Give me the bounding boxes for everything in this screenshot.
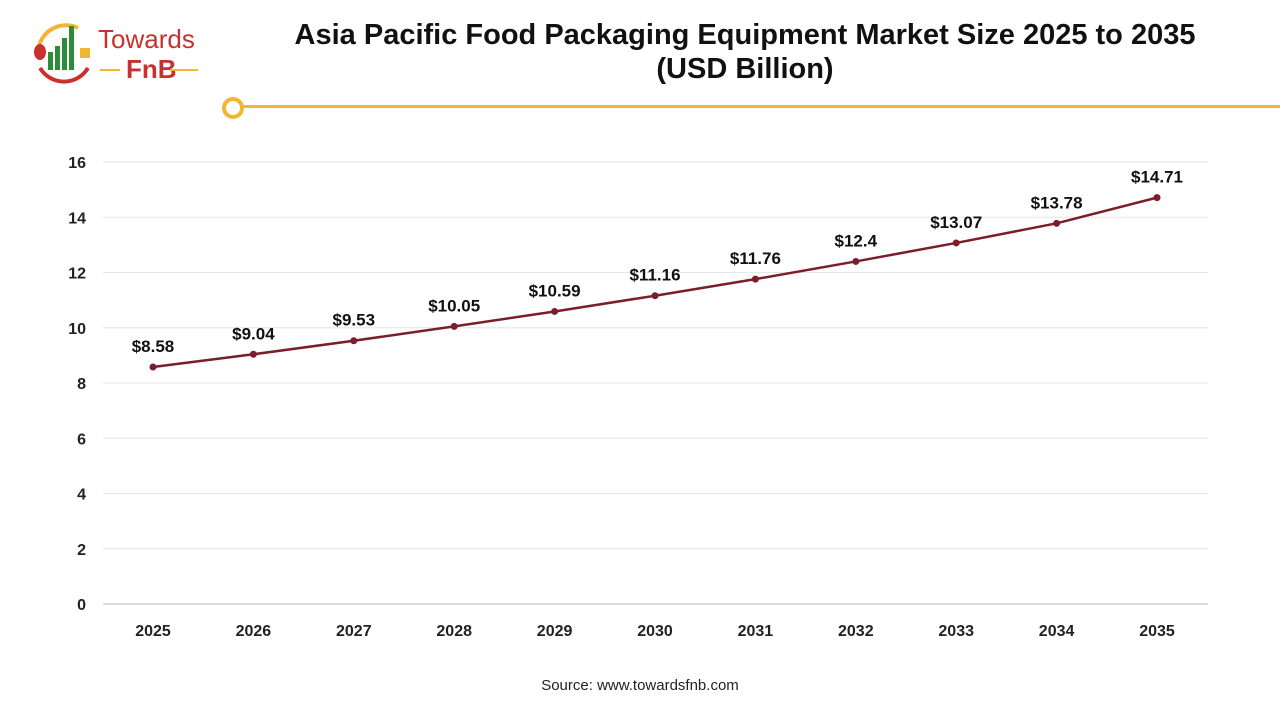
data-point: [852, 257, 860, 265]
y-tick-label: 2: [77, 542, 86, 559]
towardsfnb-logo: Towards FnB: [28, 18, 228, 90]
title-line-1: Asia Pacific Food Packaging Equipment Ma…: [294, 19, 1196, 51]
data-label: $13.07: [930, 213, 982, 232]
x-tick-label: 2030: [637, 623, 673, 640]
x-tick-label: 2029: [537, 623, 573, 640]
y-tick-label: 4: [77, 487, 86, 504]
x-tick-label: 2034: [1039, 623, 1075, 640]
data-label: $10.59: [529, 281, 581, 300]
data-point: [952, 239, 960, 247]
x-tick-label: 2033: [938, 623, 974, 640]
y-tick-label: 6: [77, 431, 86, 448]
data-point: [551, 307, 559, 315]
x-tick-label: 2027: [336, 623, 372, 640]
data-label: $9.53: [333, 311, 376, 330]
svg-text:Towards: Towards: [98, 24, 195, 54]
data-point: [651, 292, 659, 300]
data-point: [149, 363, 157, 371]
data-label: $14.71: [1131, 168, 1183, 187]
x-tick-label: 2032: [838, 623, 874, 640]
data-point: [249, 350, 257, 358]
y-tick-label: 14: [68, 210, 86, 227]
data-label: $11.76: [730, 249, 781, 268]
x-tick-label: 2026: [236, 623, 272, 640]
source-note: Source: www.towardsfnb.com: [541, 677, 739, 694]
title-line-2: (USD Billion): [656, 53, 834, 85]
data-point: [1153, 194, 1161, 202]
data-label: $13.78: [1031, 193, 1083, 212]
x-tick-label: 2025: [135, 623, 171, 640]
data-point: [350, 337, 358, 345]
data-label: $8.58: [132, 337, 175, 356]
data-point: [450, 322, 458, 330]
x-tick-label: 2031: [738, 623, 774, 640]
title-divider: [232, 105, 1280, 108]
data-label: $11.16: [629, 266, 680, 285]
y-tick-label: 0: [77, 597, 86, 614]
svg-text:FnB: FnB: [126, 54, 177, 84]
chart-title: Asia Pacific Food Packaging Equipment Ma…: [230, 18, 1260, 86]
data-label: $12.4: [835, 231, 878, 250]
x-tick-label: 2028: [436, 623, 472, 640]
data-label: $10.05: [428, 296, 480, 315]
y-tick-label: 12: [68, 266, 86, 283]
divider-ring: [222, 97, 244, 119]
y-tick-label: 10: [68, 321, 86, 338]
y-tick-label: 16: [68, 155, 86, 172]
data-point: [751, 275, 759, 283]
y-tick-label: 8: [77, 376, 86, 393]
x-tick-label: 2035: [1139, 623, 1175, 640]
data-label: $9.04: [232, 324, 275, 343]
data-point: [1053, 219, 1061, 227]
